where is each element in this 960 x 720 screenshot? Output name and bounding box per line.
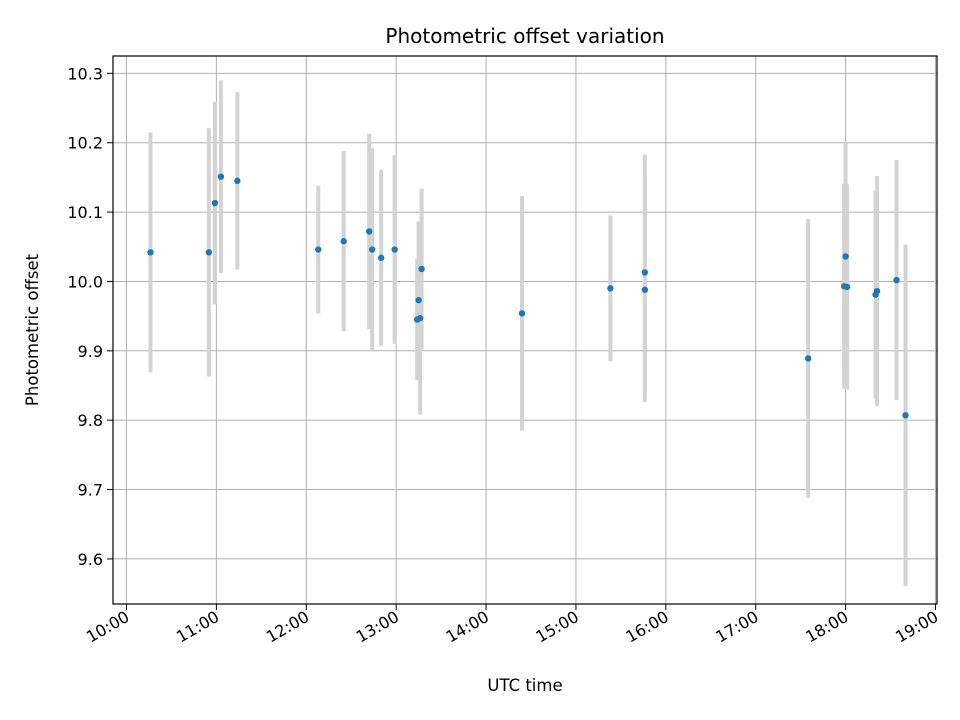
y-tick-label: 10.2: [67, 134, 103, 153]
data-point: [365, 228, 373, 235]
data-point: [416, 315, 424, 322]
y-tick-label: 10.1: [67, 203, 103, 222]
data-point: [205, 249, 213, 256]
data-point: [518, 310, 526, 317]
data-point: [418, 265, 425, 273]
y-axis-title: Photometric offset: [23, 253, 42, 406]
data-point: [391, 246, 398, 253]
data-point: [893, 276, 900, 284]
data-point: [368, 246, 376, 253]
data-point: [415, 296, 422, 304]
data-point: [234, 177, 241, 185]
data-point: [211, 199, 219, 207]
y-tick-label: 9.9: [78, 342, 103, 361]
data-point: [804, 355, 812, 362]
x-axis-title: UTC time: [487, 676, 562, 695]
plot-area-frame: [112, 55, 938, 605]
y-tick-label: 10.0: [67, 272, 103, 291]
data-point: [842, 253, 849, 260]
data-point: [147, 249, 154, 256]
data-point: [607, 285, 614, 292]
y-tick-label: 9.6: [78, 550, 103, 569]
data-point: [377, 254, 385, 262]
data-point: [217, 173, 225, 180]
data-point: [843, 283, 851, 291]
data-point: [641, 269, 649, 276]
y-tick-label: 10.3: [67, 64, 103, 83]
y-tick-label: 9.7: [78, 481, 103, 500]
data-point: [641, 286, 649, 293]
chart-title: Photometric offset variation: [385, 24, 664, 48]
y-axis-ticks: 9.6 9.7 9.8 9.9 10.0 10.1 10.2 10.3: [67, 64, 113, 569]
data-points: [147, 173, 909, 419]
data-point: [902, 412, 909, 419]
data-point: [340, 238, 347, 245]
y-tick-label: 9.8: [78, 411, 103, 430]
data-point: [873, 287, 881, 295]
data-point: [315, 246, 322, 253]
